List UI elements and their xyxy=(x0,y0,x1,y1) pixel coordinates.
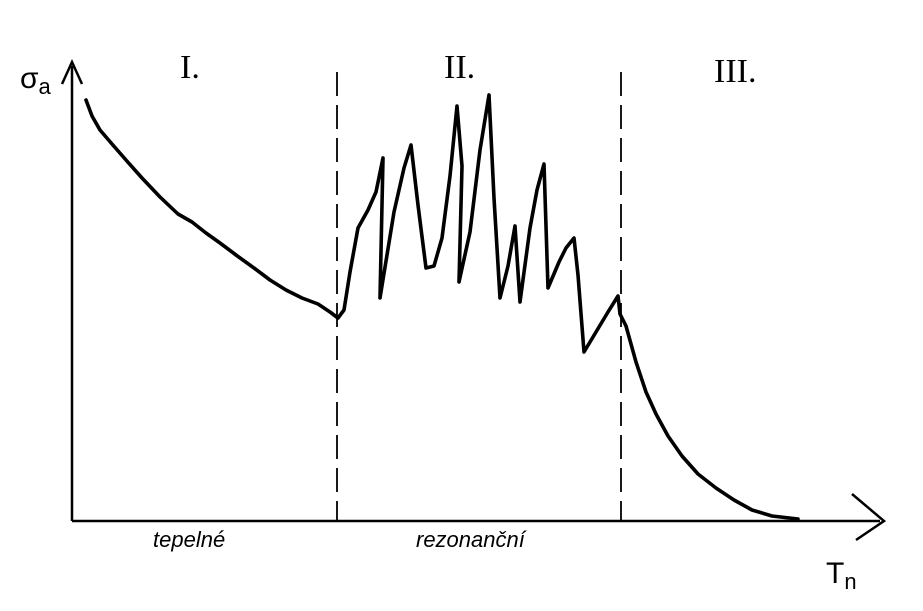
x-axis-arrow xyxy=(851,493,887,542)
region-3-numeral: III. xyxy=(714,53,756,90)
region-2-name: rezonanční xyxy=(416,527,527,552)
stress-curve xyxy=(84,93,800,521)
y-axis-label: σa xyxy=(20,62,52,99)
region-2-numeral: II. xyxy=(444,49,475,86)
y-axis-arrow xyxy=(60,58,84,85)
region-1-name: tepelné xyxy=(153,527,225,552)
axes xyxy=(60,58,887,542)
y-axis-subscript: a xyxy=(39,74,52,99)
x-axis-label: Tn xyxy=(826,557,857,594)
region-1-numeral: I. xyxy=(180,49,200,86)
x-axis-subscript: n xyxy=(844,569,856,594)
x-axis-symbol: T xyxy=(826,557,844,590)
y-axis-symbol: σ xyxy=(20,62,39,95)
